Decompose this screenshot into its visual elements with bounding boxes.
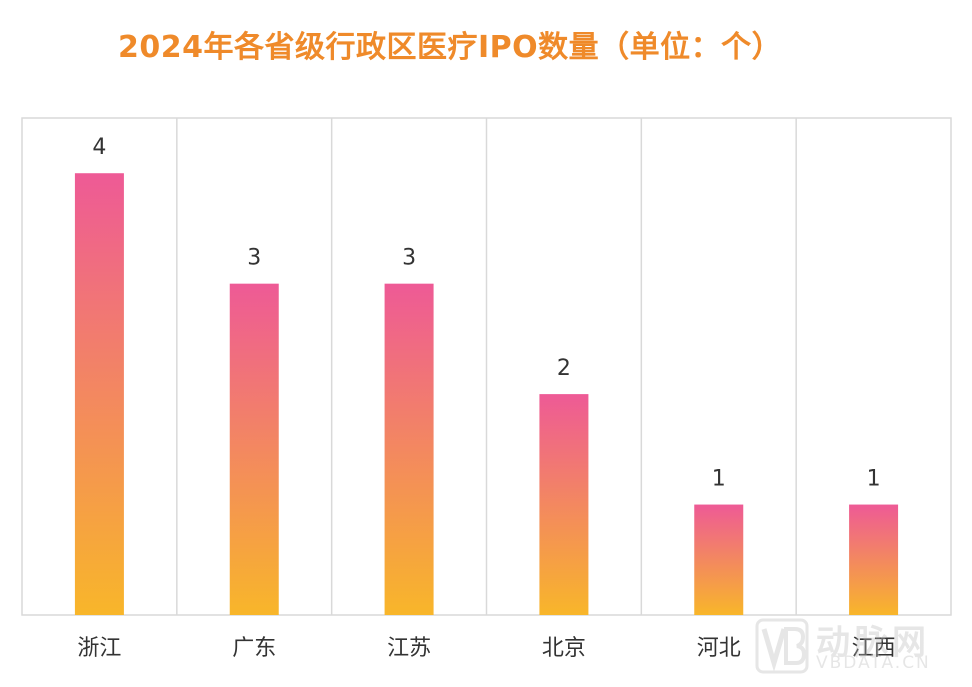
bar-0 <box>74 173 124 615</box>
value-label-3: 2 <box>557 356 571 381</box>
category-label-3: 北京 <box>542 636 586 661</box>
value-labels-group: 4 3 3 2 1 1 <box>92 135 880 491</box>
category-label-1: 广东 <box>232 636 276 661</box>
category-label-5: 江西 <box>852 636 896 661</box>
category-labels-group: 浙江 广东 江苏 北京 河北 江西 <box>77 636 895 661</box>
vb-logo-icon <box>755 618 809 674</box>
value-label-1: 3 <box>247 246 261 271</box>
bar-2 <box>384 283 434 615</box>
bar-3 <box>539 394 589 615</box>
bar-5 <box>849 504 899 615</box>
watermark-brand: 动脉网 <box>816 623 930 663</box>
bar-1 <box>229 283 279 615</box>
category-label-4: 河北 <box>697 636 741 661</box>
bar-4 <box>694 504 744 615</box>
value-label-0: 4 <box>92 135 106 160</box>
value-label-4: 1 <box>712 467 726 492</box>
category-label-0: 浙江 <box>77 636 121 661</box>
bars-group <box>74 173 899 615</box>
value-label-5: 1 <box>867 467 881 492</box>
value-label-2: 3 <box>402 246 416 271</box>
category-label-2: 江苏 <box>387 636 431 661</box>
watermark: 动脉网 VBDATA.CN <box>754 615 954 677</box>
plot-frame <box>21 117 952 616</box>
watermark-domain: VBDATA.CN <box>816 653 931 673</box>
chart-title: 2024年各省级行政区医疗IPO数量（单位：个） <box>118 30 783 65</box>
